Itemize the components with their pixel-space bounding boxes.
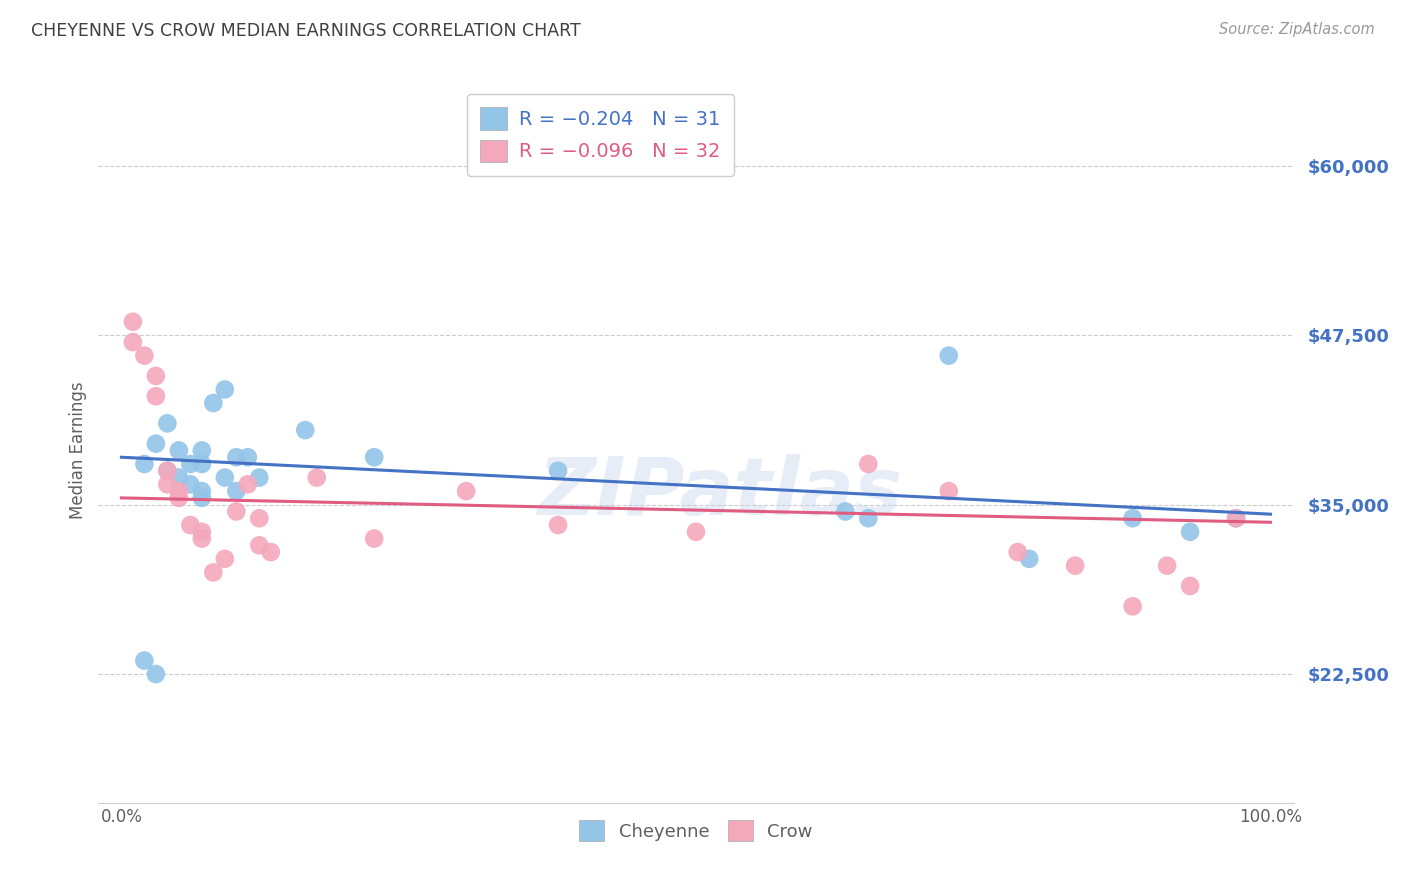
Point [191,532,214,546]
Point [363,532,385,546]
Point [202,396,225,410]
Point [247,470,270,484]
Text: Source: ZipAtlas.com: Source: ZipAtlas.com [1219,22,1375,37]
Point [134,653,156,667]
Point [179,457,201,471]
Point [834,504,856,518]
Point [858,457,880,471]
Point [191,491,214,505]
Point [145,368,167,383]
Point [145,436,167,450]
Y-axis label: Median Earnings: Median Earnings [69,382,87,519]
Point [294,423,316,437]
Point [167,470,190,484]
Point [1156,558,1178,573]
Point [247,538,270,552]
Point [156,464,179,478]
Point [122,334,145,349]
Point [156,464,179,478]
Point [179,518,201,533]
Point [122,315,145,329]
Point [134,349,156,363]
Point [167,491,190,505]
Point [191,484,214,499]
Point [214,383,236,397]
Text: CHEYENNE VS CROW MEDIAN EARNINGS CORRELATION CHART: CHEYENNE VS CROW MEDIAN EARNINGS CORRELA… [31,22,581,40]
Point [167,443,190,458]
Point [225,504,247,518]
Point [225,484,247,499]
Point [156,477,179,491]
Point [191,443,214,458]
Point [858,511,880,525]
Point [145,667,167,681]
Point [1178,524,1201,539]
Point [179,477,201,491]
Point [247,511,270,525]
Point [156,417,179,431]
Point [305,470,328,484]
Point [225,450,247,465]
Point [260,545,283,559]
Point [685,524,707,539]
Point [236,450,259,465]
Point [938,484,960,499]
Point [134,457,156,471]
Point [938,349,960,363]
Point [191,457,214,471]
Point [456,484,478,499]
Text: ZIPatlas: ZIPatlas [537,454,903,532]
Point [236,477,259,491]
Point [1225,511,1247,525]
Point [1122,511,1144,525]
Point [1122,599,1144,614]
Point [1225,511,1247,525]
Point [214,552,236,566]
Point [547,518,569,533]
Point [1007,545,1029,559]
Point [191,524,214,539]
Legend: Cheyenne, Crow: Cheyenne, Crow [571,811,821,850]
Point [167,484,190,499]
Point [363,450,385,465]
Point [145,389,167,403]
Point [214,470,236,484]
Point [1064,558,1087,573]
Point [547,464,569,478]
Point [1178,579,1201,593]
Point [1018,552,1040,566]
Point [202,566,225,580]
